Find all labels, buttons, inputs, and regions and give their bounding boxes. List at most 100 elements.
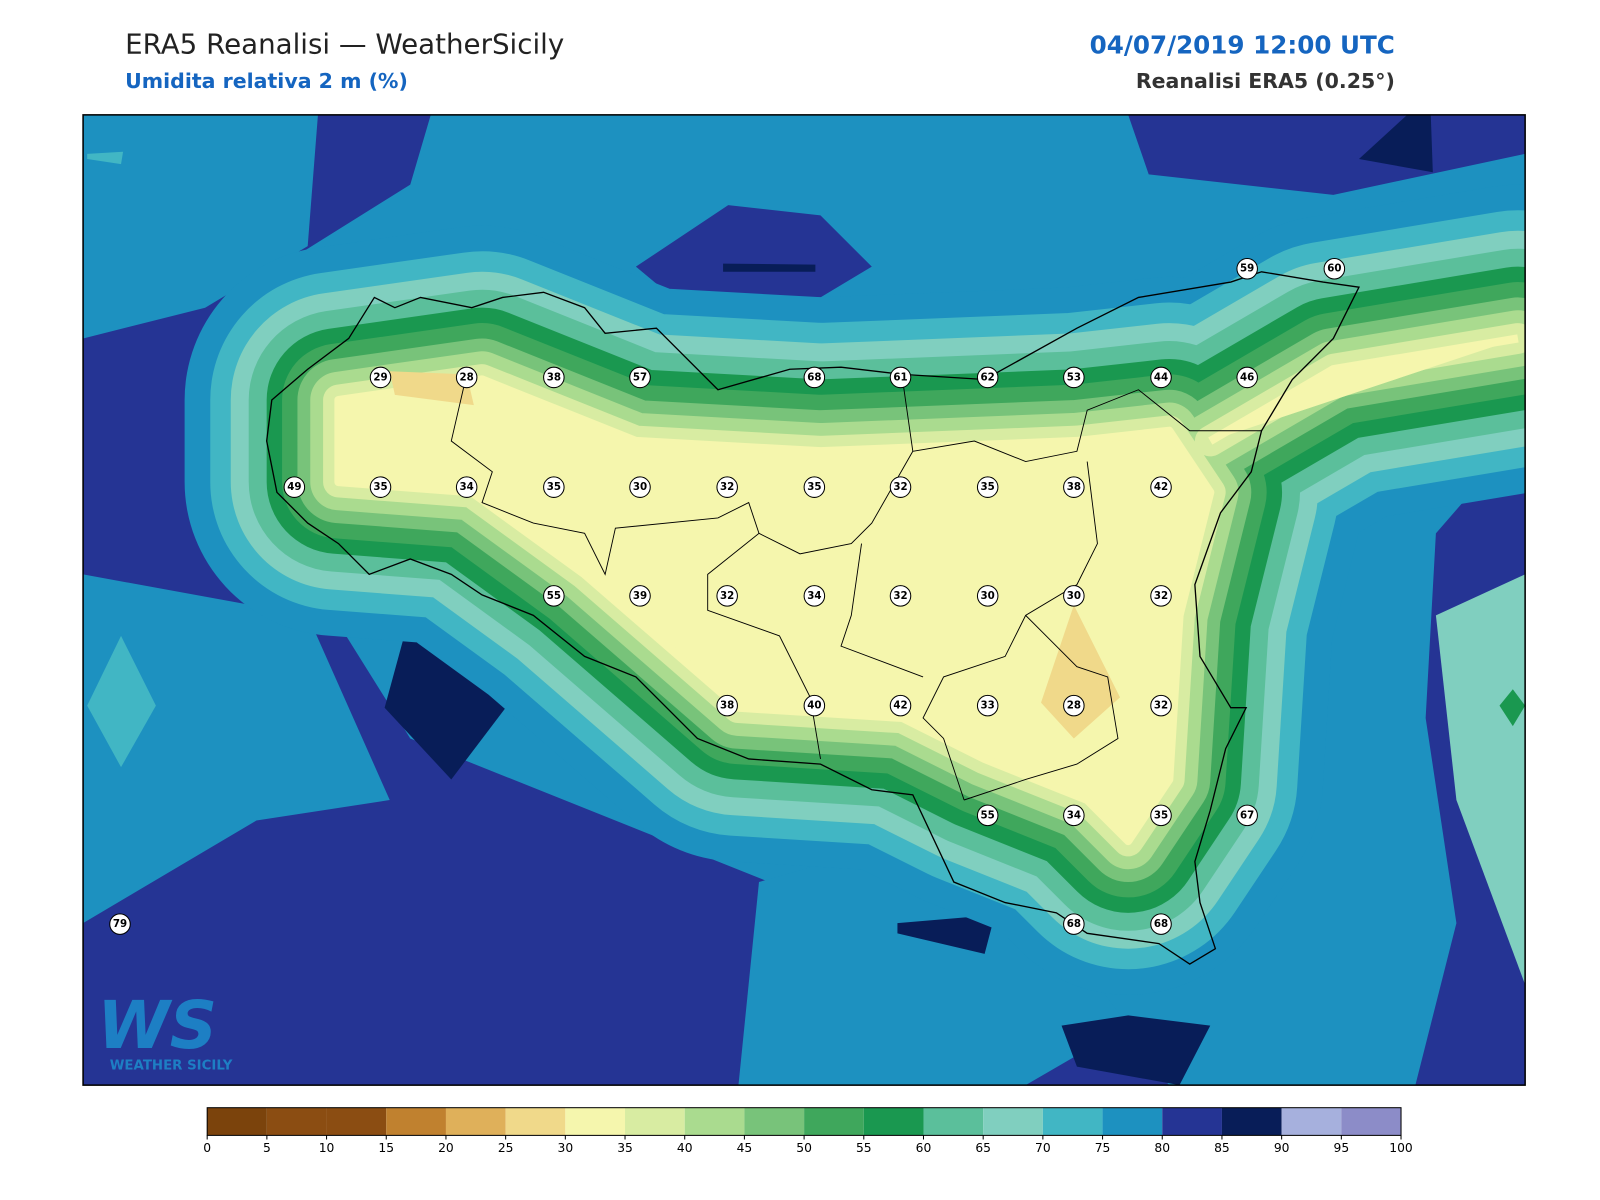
map-frame — [82, 114, 1526, 1086]
colorbar-swatch — [1341, 1107, 1402, 1136]
humidity-area — [87, 151, 124, 165]
humidity-area — [897, 914, 995, 954]
coastline — [265, 271, 1360, 965]
station-marker — [716, 476, 738, 498]
station-marker — [1150, 913, 1172, 935]
colorbar-tick-label: 50 — [796, 1141, 812, 1155]
station-value: 55 — [547, 590, 561, 602]
station-value: 46 — [1240, 371, 1254, 383]
colorbar-swatch — [207, 1107, 267, 1136]
colorbar-tick-label: 15 — [378, 1141, 394, 1155]
station-marker — [976, 694, 999, 717]
station-marker — [369, 366, 392, 389]
colorbar-tick-label: 40 — [677, 1141, 693, 1155]
colorbar-swatch — [1221, 1107, 1282, 1136]
station-value: 35 — [1154, 809, 1168, 821]
station-marker — [1063, 913, 1085, 935]
station-value: 30 — [981, 590, 995, 602]
station-marker — [543, 476, 565, 498]
station-marker — [803, 476, 826, 498]
region-border — [450, 374, 1262, 801]
colorbar-tick-label: 10 — [319, 1141, 335, 1155]
station-value: 35 — [373, 481, 387, 493]
station-value: 35 — [807, 481, 821, 493]
humidity-band — [334, 334, 1519, 846]
colorbar-swatch — [744, 1107, 805, 1136]
station-marker — [889, 366, 912, 389]
humidity-area — [635, 205, 872, 298]
humidity-area — [723, 263, 816, 272]
station-value: 34 — [460, 481, 474, 493]
station-marker — [629, 585, 651, 607]
station-value: 32 — [720, 481, 734, 493]
station-value: 67 — [1240, 809, 1254, 821]
colorbar-swatch — [1102, 1107, 1163, 1136]
station-value: 38 — [547, 371, 561, 383]
station-marker — [1150, 366, 1172, 389]
station-value: 38 — [720, 700, 734, 712]
humidity-area — [738, 820, 1129, 1086]
station-marker — [1063, 694, 1085, 717]
station-marker — [716, 585, 738, 607]
station-value: 44 — [1154, 371, 1168, 383]
station-marker — [629, 366, 651, 389]
station-value: 60 — [1327, 263, 1341, 275]
colorbar-swatch — [804, 1107, 864, 1136]
station-marker — [889, 585, 912, 607]
colorbar-swatch — [625, 1107, 685, 1136]
station-value: 42 — [1154, 481, 1168, 493]
station-value: 34 — [1067, 809, 1081, 821]
colorbar-swatch — [445, 1107, 506, 1136]
logo-name: WEATHER SICILY — [110, 1059, 233, 1074]
station-marker — [889, 694, 912, 717]
station-marker — [109, 913, 131, 935]
station-value: 79 — [113, 918, 127, 930]
title: ERA5 Reanalisi — WeatherSicily — [125, 27, 564, 60]
subtitle: Umidita relativa 2 m (%) — [125, 69, 408, 93]
station-value: 34 — [807, 590, 821, 602]
colorbar-swatch — [565, 1107, 626, 1136]
station-marker — [1236, 366, 1258, 389]
colorbar-tick-label: 55 — [856, 1141, 872, 1155]
colorbar-tick-label: 65 — [975, 1141, 991, 1155]
colorbar-tick-label: 35 — [617, 1141, 633, 1155]
station-value: 32 — [893, 481, 907, 493]
station-marker — [543, 585, 565, 607]
station-value: 57 — [633, 371, 647, 383]
humidity-area — [1061, 1015, 1211, 1086]
station-marker — [716, 694, 738, 717]
station-marker — [1063, 585, 1085, 607]
humidity-area — [1041, 605, 1120, 739]
station-marker — [1063, 476, 1085, 498]
station-marker — [803, 585, 826, 607]
colorbar-swatch — [684, 1107, 745, 1136]
humidity-area — [83, 574, 390, 924]
humidity-area — [1435, 574, 1526, 985]
station-marker — [976, 366, 999, 389]
station-value: 40 — [807, 700, 821, 712]
station-marker — [889, 476, 912, 498]
humidity-area — [1358, 114, 1433, 173]
station-value: 28 — [460, 371, 474, 383]
station-marker — [803, 694, 826, 717]
station-marker — [1150, 476, 1172, 498]
colorbar-tick-label: 60 — [916, 1141, 932, 1155]
station-marker — [455, 366, 478, 389]
station-value: 33 — [981, 700, 995, 712]
colorbar-tick-label: 85 — [1214, 1141, 1230, 1155]
colorbar-tick-label: 100 — [1389, 1141, 1412, 1155]
colorbar-swatch — [386, 1107, 446, 1136]
station-value: 32 — [1154, 590, 1168, 602]
station-marker — [629, 476, 651, 498]
station-marker — [803, 366, 826, 389]
station-marker — [283, 476, 306, 498]
station-value: 68 — [1154, 918, 1168, 930]
colorbar-swatch — [266, 1107, 327, 1136]
station-marker — [976, 476, 999, 498]
station-value: 32 — [720, 590, 734, 602]
colorbar: 0 5 10 15 20 25 30 35 40 45 50 55 60 65 70 75 80 85 90 95 10… — [203, 1107, 1413, 1155]
colorbar-swatch — [1042, 1107, 1103, 1136]
station-value: 30 — [1067, 590, 1081, 602]
station-marker — [1150, 804, 1172, 827]
